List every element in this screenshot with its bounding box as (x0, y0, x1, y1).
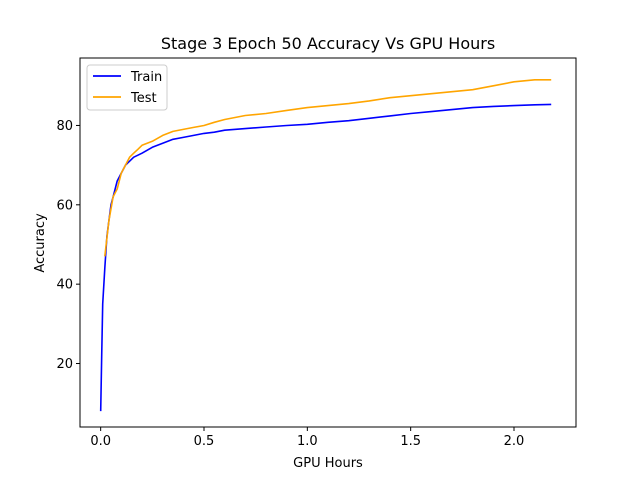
x-tick-label: 0.5 (194, 434, 215, 449)
plot-frame (79, 57, 577, 428)
x-tick-label: 1.0 (297, 434, 318, 449)
x-tick-label: 1.5 (400, 434, 421, 449)
y-tick-label: 20 (56, 357, 73, 372)
x-tick-label: 2.0 (504, 434, 525, 449)
plot-area (79, 57, 577, 428)
y-tick-label: 40 (56, 278, 73, 293)
y-axis-ticks: 20 40 60 80 (56, 119, 80, 372)
x-axis-ticks: 0.0 0.5 1.0 1.5 2.0 (90, 427, 524, 449)
y-tick-label: 80 (56, 119, 73, 134)
chart-title: Stage 3 Epoch 50 Accuracy Vs GPU Hours (161, 34, 495, 53)
x-axis-label: GPU Hours (293, 456, 363, 471)
legend-label-test: Test (130, 91, 157, 106)
y-tick-label: 60 (56, 198, 73, 213)
series-line-test (104, 79, 552, 257)
legend-label-train: Train (130, 70, 162, 85)
x-tick-label: 0.0 (90, 434, 111, 449)
y-axis-label: Accuracy (33, 213, 48, 273)
legend: Train Test (86, 64, 168, 111)
